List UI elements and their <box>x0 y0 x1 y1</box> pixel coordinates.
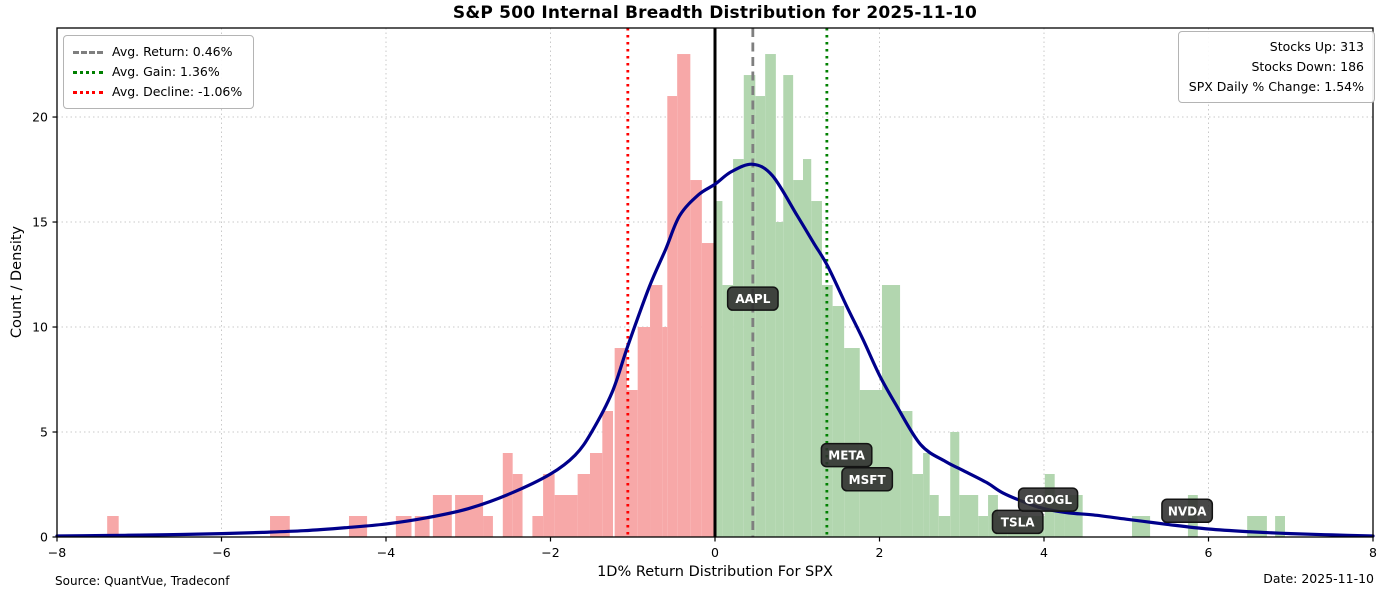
ticker-badge-background <box>1161 498 1214 524</box>
hist-bar-up <box>1275 516 1285 537</box>
x-tick-label: −2 <box>541 545 559 560</box>
x-axis-label: 1D% Return Distribution For SPX <box>597 564 833 580</box>
ticker-badge-label: AAPL <box>735 292 770 306</box>
ticker-badge-label: GOOGL <box>1024 493 1072 507</box>
legend-item-label: Avg. Return: 0.46% <box>112 44 233 59</box>
ticker-badge-msft: MSFT <box>841 467 894 492</box>
hist-bar-up <box>811 201 822 537</box>
kde-curve <box>55 162 1375 538</box>
x-tick-label: 0 <box>711 545 719 560</box>
hist-bar-up <box>978 516 989 537</box>
hist-bar-up <box>775 222 784 537</box>
ticker-badge-nvda: NVDA <box>1161 498 1214 524</box>
hist-bar-down <box>455 495 484 537</box>
hist-bar-down <box>270 516 290 537</box>
hist-bar-down <box>543 474 555 537</box>
ticker-badge-background <box>726 286 779 311</box>
x-tick-label: 6 <box>1205 545 1213 560</box>
stats-line-1: Stocks Down: 186 <box>1251 59 1364 74</box>
ticker-badge-background <box>841 467 894 492</box>
ticker-badge-label: NVDA <box>1168 504 1207 518</box>
hist-bar-up <box>923 453 930 537</box>
hist-bar-up <box>929 495 939 537</box>
hist-bar-up <box>715 201 723 537</box>
hist-bar-down <box>662 327 668 537</box>
source-credit: Source: QuantVue, Tradeconf <box>55 574 230 588</box>
hist-bar-down <box>577 474 590 537</box>
x-tick-label: 4 <box>1040 545 1048 560</box>
hist-bar-down <box>554 495 578 537</box>
chart-title: S&P 500 Internal Breadth Distribution fo… <box>452 3 978 23</box>
hist-bar-down <box>532 516 544 537</box>
y-axis-label: Count / Density <box>9 225 25 339</box>
hist-bar-down <box>626 390 638 537</box>
hist-bar-up <box>881 285 901 537</box>
y-tick-label: 10 <box>32 320 48 335</box>
hist-bar-up <box>722 285 734 537</box>
hist-bar-down <box>667 96 678 537</box>
hist-bar-down <box>512 474 523 537</box>
y-tick-label: 20 <box>32 110 48 125</box>
hist-bar-down <box>414 516 430 537</box>
ticker-badge-label: META <box>828 449 865 463</box>
hist-bar-down <box>614 348 627 537</box>
ticker-badge-googl: GOOGL <box>1017 487 1079 512</box>
ticker-badge-background <box>820 442 873 468</box>
y-tick-label: 5 <box>40 425 48 440</box>
hist-bar-down <box>690 180 702 537</box>
y-tick-label: 0 <box>40 530 48 545</box>
y-tick-label: 15 <box>32 215 48 230</box>
legend-item-label: Avg. Gain: 1.36% <box>112 64 220 79</box>
hist-bar-down <box>701 243 716 537</box>
ticker-badge-tsla: TSLA <box>991 509 1044 535</box>
hist-bar-up <box>755 96 766 537</box>
ticker-badge-background <box>991 509 1044 535</box>
ticker-badge-background <box>1017 487 1079 512</box>
stats-box: Stocks Up: 313 Stocks Down: 186 SPX Daily … <box>1177 31 1375 103</box>
ticker-badge-meta: META <box>820 442 873 468</box>
hist-bar-up <box>950 432 960 537</box>
ticker-badge-label: MSFT <box>849 473 887 487</box>
ticker-badge-aapl: AAPL <box>726 286 779 311</box>
legend-item-0: Avg. Return: 0.46% <box>73 42 242 62</box>
hist-bar-up <box>1054 495 1065 537</box>
hist-bar-up <box>803 159 812 537</box>
hist-bar-up <box>793 180 804 537</box>
ticker-badge-label: TSLA <box>1001 515 1035 529</box>
hist-bar-up <box>832 306 845 537</box>
legend-marker-dotted <box>73 70 103 74</box>
hist-bar-up <box>938 516 951 537</box>
hist-bar-down <box>677 54 691 537</box>
hist-bar-up <box>844 348 860 537</box>
hist-bar-up <box>912 474 924 537</box>
x-tick-label: 2 <box>876 545 884 560</box>
legend-marker-dashed <box>73 50 103 54</box>
hist-bar-up <box>821 285 833 537</box>
hist-bar-down <box>602 411 614 537</box>
hist-bar-down <box>589 453 603 537</box>
hist-bar-down <box>107 516 119 537</box>
legend-marker-dotted <box>73 90 103 94</box>
hist-bar-up <box>783 75 794 537</box>
x-tick-label: −8 <box>48 545 66 560</box>
x-tick-label: −4 <box>377 545 395 560</box>
hist-bar-down <box>637 327 651 537</box>
date-label: Date: 2025-11-10 <box>1263 571 1374 586</box>
x-tick-label: −6 <box>212 545 230 560</box>
legend-box: Avg. Return: 0.46% Avg. Gain: 1.36% Avg. D… <box>63 35 255 109</box>
legend-item-1: Avg. Gain: 1.36% <box>73 62 242 82</box>
hist-bar-up <box>900 411 913 537</box>
stats-line-2: SPX Daily % Change: 1.54% <box>1188 79 1364 94</box>
stats-line-0: Stocks Up: 313 <box>1269 39 1364 54</box>
legend-item-2: Avg. Decline: -1.06% <box>73 82 242 102</box>
hist-bar-up <box>959 495 979 537</box>
hist-bar-down <box>650 285 663 537</box>
hist-bar-down <box>483 516 493 537</box>
x-tick-label: 8 <box>1369 545 1377 560</box>
legend-item-label: Avg. Decline: -1.06% <box>112 84 243 99</box>
hist-bar-up <box>733 159 744 537</box>
